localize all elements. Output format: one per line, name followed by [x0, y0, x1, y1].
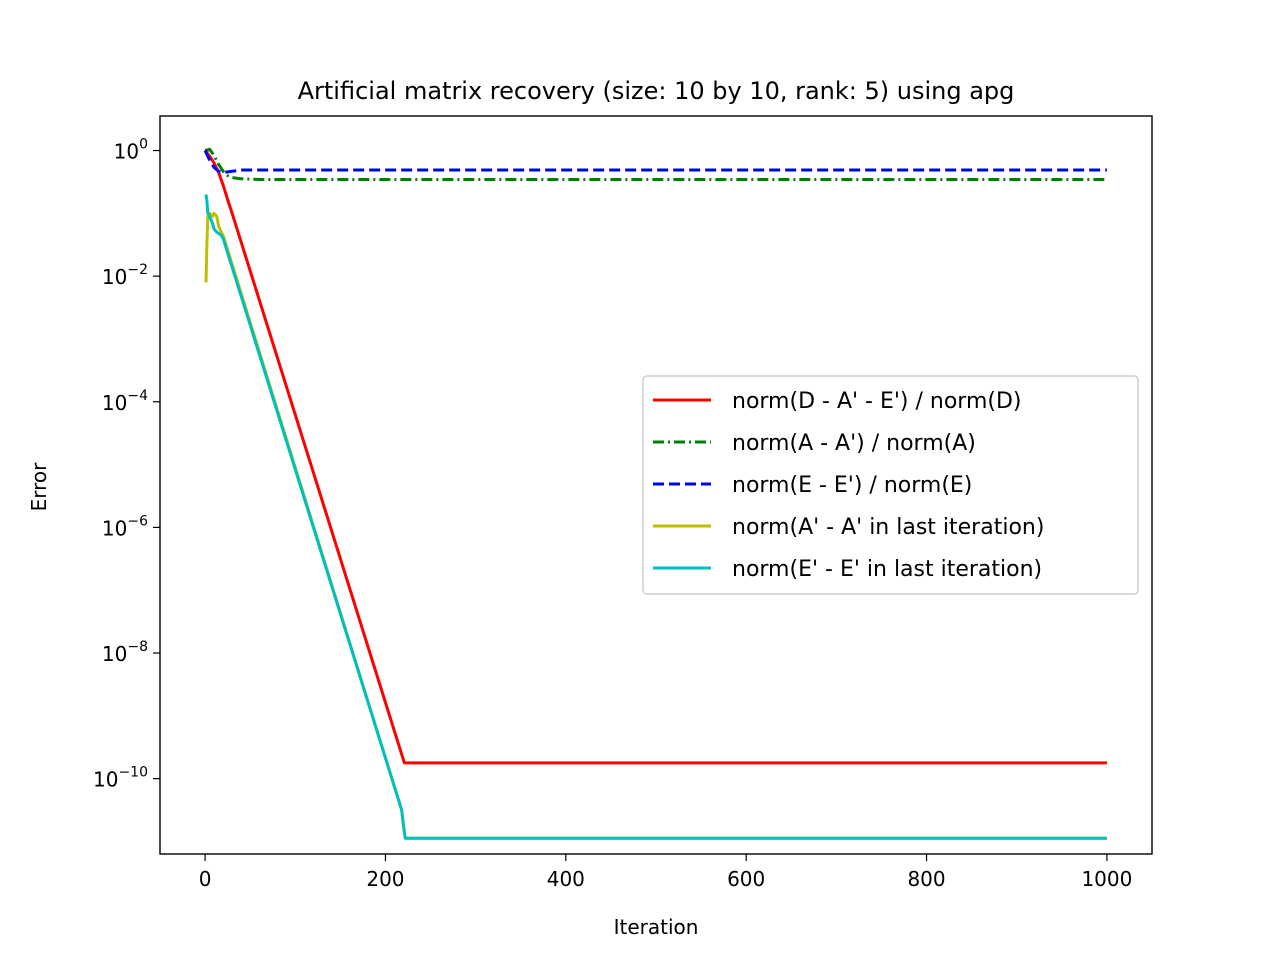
- y-axis: 100 10−2 10−4 10−6 10−8 10−10: [93, 137, 160, 792]
- x-tick-label: 800: [907, 867, 945, 891]
- y-tick-label: 10−2: [102, 262, 148, 289]
- legend-label-2: norm(A - A') / norm(A): [732, 431, 976, 456]
- legend-label-3: norm(E - E') / norm(E): [732, 473, 972, 498]
- series-line-2: [204, 147, 1107, 181]
- plot-frame: [159, 115, 1153, 855]
- x-tick-label: 0: [199, 867, 212, 891]
- chart-title: Artificial matrix recovery (size: 10 by …: [298, 77, 1015, 105]
- x-tick-label: 400: [547, 867, 585, 891]
- legend-label-1: norm(D - A' - E') / norm(D): [732, 389, 1022, 414]
- series-line-1: [203, 149, 1107, 765]
- series-line-5: [204, 194, 1107, 840]
- legend-box: [642, 375, 1139, 595]
- y-tick-label: 10−8: [102, 639, 148, 666]
- x-tick-label: 1000: [1081, 867, 1132, 891]
- y-axis-label: Error: [27, 462, 51, 512]
- y-tick-label: 10−10: [93, 765, 148, 792]
- y-tick-label: 100: [114, 137, 148, 164]
- x-tick-label: 600: [727, 867, 765, 891]
- legend-label-5: norm(E' - E' in last iteration): [732, 557, 1042, 582]
- y-tick-label: 10−4: [102, 388, 148, 415]
- x-axis-label: Iteration: [614, 915, 699, 939]
- y-tick-label: 10−6: [102, 513, 148, 540]
- x-axis: 0 200 400 600 800 1000: [199, 854, 1132, 891]
- legend-label-4: norm(A' - A' in last iteration): [732, 515, 1044, 540]
- x-tick-label: 200: [366, 867, 404, 891]
- series-layer: [203, 147, 1107, 840]
- legend: norm(D - A' - E') / norm(D) norm(A - A') …: [642, 375, 1139, 595]
